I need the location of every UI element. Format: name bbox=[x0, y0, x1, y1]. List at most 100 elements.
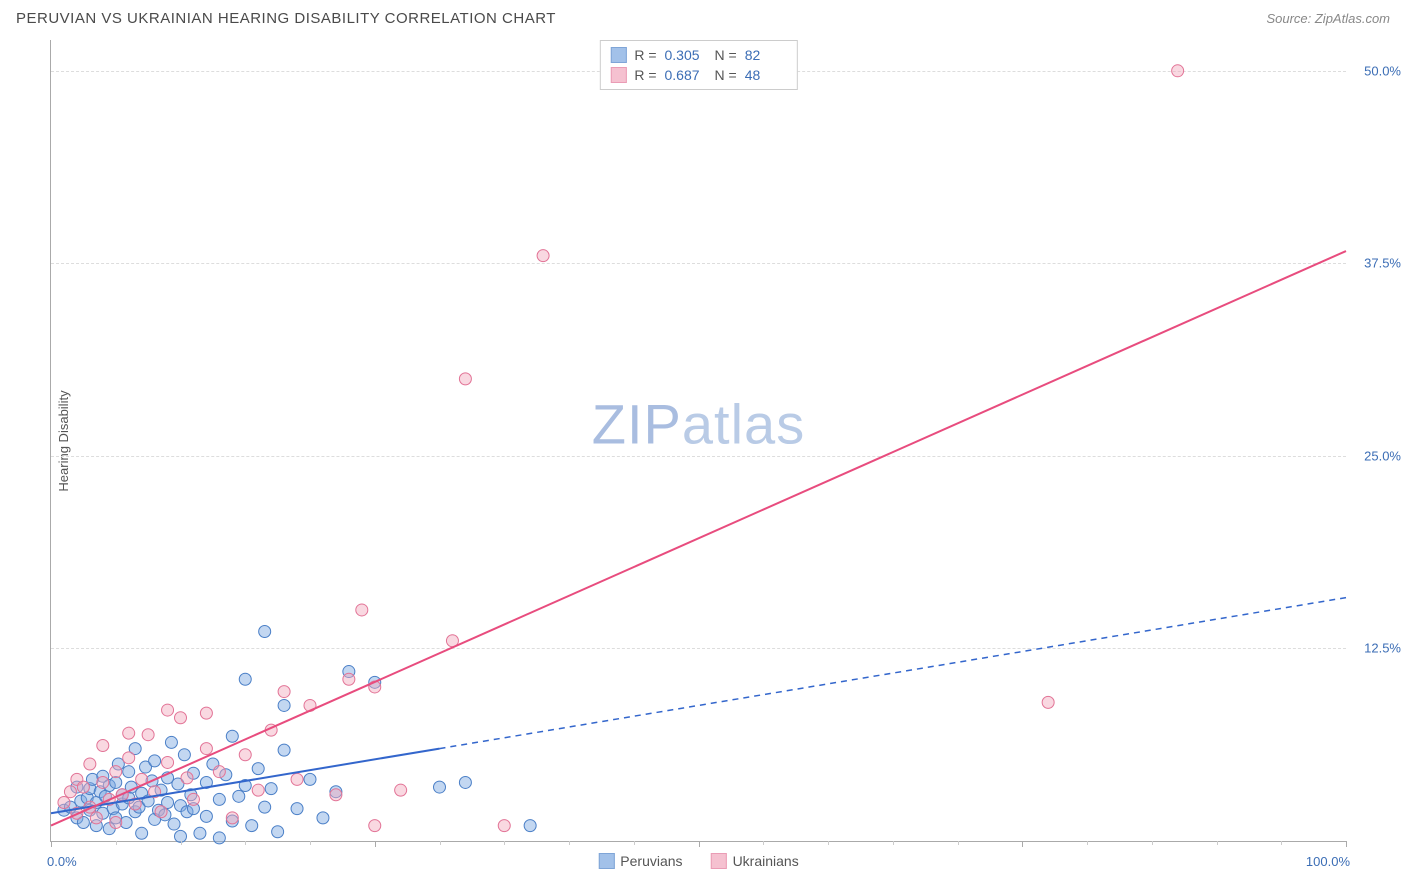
stats-row-ukrainians: R = 0.687 N = 48 bbox=[610, 65, 786, 85]
x-tick-major bbox=[51, 841, 52, 847]
data-point bbox=[110, 776, 122, 788]
source-attribution: Source: ZipAtlas.com bbox=[1266, 11, 1390, 26]
data-point bbox=[278, 744, 290, 756]
data-point bbox=[168, 818, 180, 830]
data-point bbox=[459, 776, 471, 788]
data-point bbox=[165, 736, 177, 748]
chart-plot-area: Hearing Disability 12.5%25.0%37.5%50.0% … bbox=[50, 40, 1346, 842]
data-point bbox=[58, 796, 70, 808]
data-point bbox=[1172, 65, 1184, 77]
data-point bbox=[200, 707, 212, 719]
data-point bbox=[252, 784, 264, 796]
r-value-ukrainians: 0.687 bbox=[665, 67, 707, 83]
data-point bbox=[181, 772, 193, 784]
legend-label-peruvians: Peruvians bbox=[620, 853, 682, 869]
data-point bbox=[123, 766, 135, 778]
data-point bbox=[200, 810, 212, 822]
data-point bbox=[239, 673, 251, 685]
x-tick-minor bbox=[1217, 841, 1218, 845]
x-tick-minor bbox=[569, 841, 570, 845]
data-point bbox=[213, 832, 225, 844]
data-point bbox=[97, 776, 109, 788]
trend-line-dash bbox=[440, 598, 1347, 749]
data-point bbox=[233, 790, 245, 802]
swatch-ukrainians bbox=[610, 67, 626, 83]
data-point bbox=[239, 749, 251, 761]
x-tick-major bbox=[375, 841, 376, 847]
data-point bbox=[434, 781, 446, 793]
data-point bbox=[187, 793, 199, 805]
x-tick-minor bbox=[181, 841, 182, 845]
data-point bbox=[200, 743, 212, 755]
legend-item-ukrainians: Ukrainians bbox=[711, 853, 799, 869]
chart-svg bbox=[51, 40, 1346, 841]
x-tick-minor bbox=[1087, 841, 1088, 845]
data-point bbox=[213, 793, 225, 805]
data-point bbox=[123, 727, 135, 739]
legend-item-peruvians: Peruvians bbox=[598, 853, 682, 869]
stats-legend: R = 0.305 N = 82 R = 0.687 N = 48 bbox=[599, 40, 797, 90]
x-tick-minor bbox=[310, 841, 311, 845]
data-point bbox=[459, 373, 471, 385]
data-point bbox=[84, 758, 96, 770]
x-tick-minor bbox=[1152, 841, 1153, 845]
data-point bbox=[155, 806, 167, 818]
x-tick-minor bbox=[763, 841, 764, 845]
data-point bbox=[90, 812, 102, 824]
data-point bbox=[178, 749, 190, 761]
r-value-peruvians: 0.305 bbox=[665, 47, 707, 63]
x-axis-max-label: 100.0% bbox=[1306, 854, 1350, 869]
data-point bbox=[330, 789, 342, 801]
data-point bbox=[272, 826, 284, 838]
trend-line-solid bbox=[51, 251, 1346, 826]
data-point bbox=[278, 699, 290, 711]
x-tick-minor bbox=[893, 841, 894, 845]
legend-swatch-ukrainians bbox=[711, 853, 727, 869]
data-point bbox=[1042, 696, 1054, 708]
x-tick-minor bbox=[828, 841, 829, 845]
x-tick-minor bbox=[440, 841, 441, 845]
data-point bbox=[259, 801, 271, 813]
y-tick-label: 12.5% bbox=[1364, 641, 1401, 656]
data-point bbox=[226, 730, 238, 742]
data-point bbox=[524, 820, 536, 832]
swatch-peruvians bbox=[610, 47, 626, 63]
data-point bbox=[123, 752, 135, 764]
n-value-ukrainians: 48 bbox=[745, 67, 787, 83]
data-point bbox=[226, 812, 238, 824]
data-point bbox=[252, 763, 264, 775]
x-axis-min-label: 0.0% bbox=[47, 854, 77, 869]
data-point bbox=[395, 784, 407, 796]
data-point bbox=[498, 820, 510, 832]
x-tick-minor bbox=[634, 841, 635, 845]
data-point bbox=[317, 812, 329, 824]
data-point bbox=[343, 673, 355, 685]
y-tick-label: 37.5% bbox=[1364, 256, 1401, 271]
x-tick-minor bbox=[245, 841, 246, 845]
n-value-peruvians: 82 bbox=[745, 47, 787, 63]
x-tick-major bbox=[699, 841, 700, 847]
data-point bbox=[162, 756, 174, 768]
legend-swatch-peruvians bbox=[598, 853, 614, 869]
data-point bbox=[136, 827, 148, 839]
data-point bbox=[175, 712, 187, 724]
data-point bbox=[278, 686, 290, 698]
data-point bbox=[110, 817, 122, 829]
data-point bbox=[537, 250, 549, 262]
n-label: N = bbox=[715, 47, 737, 63]
legend-label-ukrainians: Ukrainians bbox=[733, 853, 799, 869]
y-tick-label: 50.0% bbox=[1364, 63, 1401, 78]
x-tick-minor bbox=[116, 841, 117, 845]
data-point bbox=[97, 739, 109, 751]
data-point bbox=[194, 827, 206, 839]
r-label: R = bbox=[634, 67, 656, 83]
data-point bbox=[213, 766, 225, 778]
x-tick-minor bbox=[504, 841, 505, 845]
data-point bbox=[64, 786, 76, 798]
r-label: R = bbox=[634, 47, 656, 63]
chart-header: PERUVIAN VS UKRAINIAN HEARING DISABILITY… bbox=[0, 0, 1406, 33]
data-point bbox=[304, 773, 316, 785]
x-tick-minor bbox=[958, 841, 959, 845]
y-tick-label: 25.0% bbox=[1364, 448, 1401, 463]
data-point bbox=[142, 729, 154, 741]
